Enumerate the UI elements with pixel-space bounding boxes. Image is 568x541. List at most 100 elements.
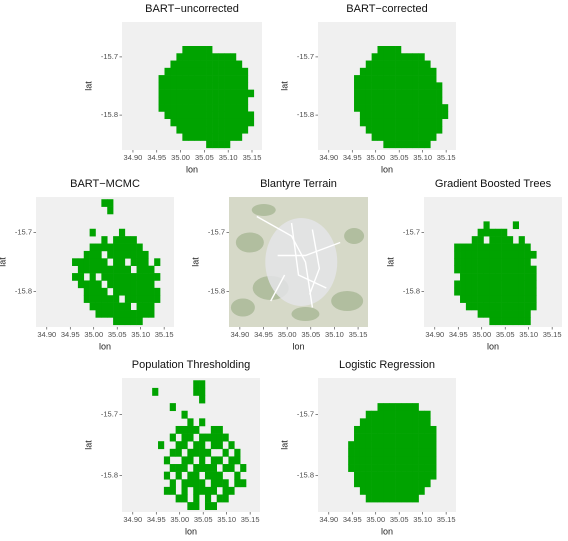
cell [406,75,413,83]
cell [118,273,126,281]
y-tick-label: -15.8 [208,287,225,296]
cell [188,133,195,141]
cell [465,280,473,289]
cell [107,199,114,207]
cell [424,133,431,141]
cell [524,273,531,281]
cell [124,295,131,303]
cell [228,464,235,472]
cell [354,479,361,488]
panel-title: Gradient Boosted Trees [435,178,552,190]
cell [130,250,137,259]
cell [124,280,131,289]
cell [395,75,402,83]
y-axis-label: lat [0,257,7,267]
cell [406,456,413,465]
cell [489,273,496,281]
cell [130,295,137,303]
x-tick-label: 35.05 [194,515,213,524]
cell [224,118,231,127]
cell [359,464,367,472]
cell [489,287,496,296]
cell [212,75,219,83]
cell [228,441,235,450]
cell [395,425,402,434]
cell [164,67,171,76]
cell [199,456,206,465]
x-tick-label: 35.10 [413,515,432,524]
cell [460,243,467,252]
cell [377,418,384,427]
cell [354,82,361,90]
cell [206,82,213,90]
urban-area [265,218,338,306]
cell [235,104,243,112]
cell [477,258,484,266]
cell [400,403,408,412]
terrain-relief [344,228,365,244]
cell [495,236,502,244]
cell [212,140,219,149]
cell [495,317,502,326]
cell [163,456,171,465]
cell [188,60,195,69]
cell [418,425,425,434]
cell [359,118,367,127]
cell [483,310,490,318]
cell [395,89,402,98]
cell [377,441,384,450]
cell [418,410,425,419]
y-tick-label: -15.7 [101,52,118,61]
cell [229,118,237,127]
cell [383,89,390,98]
cell [136,250,143,259]
cell [216,471,223,480]
cell [359,104,367,112]
cell [424,118,431,127]
cell [107,310,114,318]
cell [465,265,473,274]
cell [118,250,126,259]
cell [501,287,508,296]
cell [383,96,390,105]
cell [188,82,195,90]
cell [418,418,425,427]
cell [477,280,484,289]
cell [389,425,396,434]
cell [107,250,114,259]
cell [222,494,229,503]
cell [477,243,484,252]
cell [200,126,207,134]
cell [377,75,384,83]
cell [188,118,195,127]
cell [371,433,378,442]
cell [170,67,177,76]
cell [501,280,508,289]
cell [107,302,114,311]
cell [216,425,223,434]
cell [377,89,384,98]
cell [218,82,225,90]
cell [247,111,255,120]
cell [130,273,137,281]
cell [235,96,243,105]
cell [142,258,149,266]
cell [389,89,396,98]
cell [406,111,413,120]
cell [383,448,390,457]
cell [400,60,408,69]
cell [175,471,182,480]
cell [512,250,519,259]
cell [530,287,537,296]
cell [530,280,537,289]
cell [187,456,194,465]
cell [406,89,413,98]
cell [460,258,467,266]
cell [229,126,237,134]
y-axis-label: lat [83,81,93,91]
cell [182,60,189,69]
cell [218,126,225,134]
cell [465,273,473,281]
cell [506,243,514,252]
cell [518,236,525,244]
